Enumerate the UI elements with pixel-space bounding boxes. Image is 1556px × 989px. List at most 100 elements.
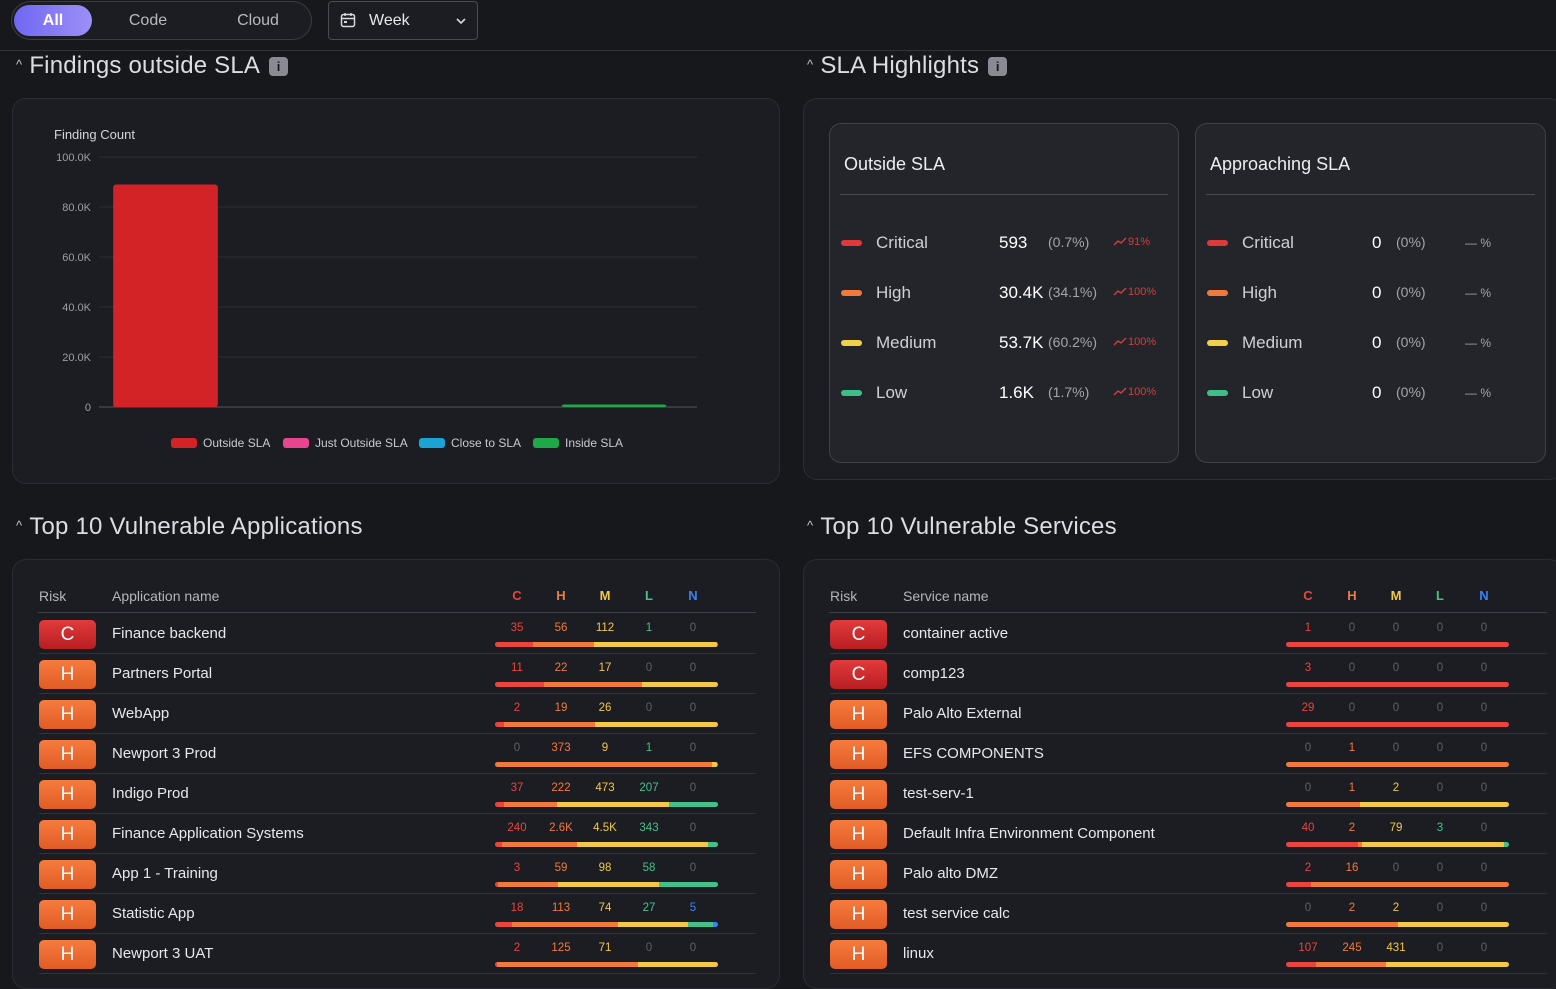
severity-label: Medium: [1242, 333, 1303, 352]
service-name[interactable]: Palo Alto External: [903, 705, 1022, 722]
chevron-up-icon: ^: [807, 518, 814, 533]
row-divider: [39, 853, 756, 854]
bar-segment-n: [713, 922, 718, 927]
application-row[interactable]: H Newport 3 UAT 2 125 71 0 0: [39, 934, 756, 974]
application-row[interactable]: H Partners Portal 11 22 17 0 0: [39, 654, 756, 694]
application-name[interactable]: Newport 3 Prod: [112, 745, 217, 762]
application-name[interactable]: App 1 - Training: [112, 865, 218, 882]
count-c: 35: [510, 622, 524, 634]
info-icon[interactable]: i: [988, 57, 1008, 76]
segment-code[interactable]: Code: [128, 12, 168, 29]
service-name[interactable]: container active: [903, 625, 1009, 642]
col-header-n[interactable]: N: [1479, 588, 1489, 603]
row-divider: [830, 853, 1547, 854]
service-name[interactable]: comp123: [903, 665, 965, 682]
col-header-h[interactable]: H: [1347, 588, 1357, 603]
count-n: 0: [689, 742, 697, 754]
application-name[interactable]: Indigo Prod: [112, 785, 189, 802]
count-l: 0: [645, 662, 653, 674]
bar-segment-m: [556, 802, 669, 807]
sla-count: 30.4K: [999, 283, 1044, 302]
bar-segment-h: [1286, 922, 1398, 927]
application-row[interactable]: H Statistic App 18 113 74 27 5: [39, 894, 756, 934]
section-services-title: Top 10 Vulnerable Services: [820, 513, 1117, 540]
segment-cloud[interactable]: Cloud: [237, 12, 279, 29]
col-header-l[interactable]: L: [645, 588, 653, 603]
col-header-l[interactable]: L: [1436, 588, 1444, 603]
application-row[interactable]: H WebApp 2 19 26 0 0: [39, 694, 756, 734]
application-name[interactable]: WebApp: [112, 705, 170, 722]
count-m: 473: [595, 782, 615, 794]
trend-up-indicator: 100%: [1113, 386, 1156, 398]
col-header-m[interactable]: M: [1390, 588, 1402, 603]
service-name[interactable]: test service calc: [903, 905, 1010, 922]
count-l: 0: [1436, 702, 1444, 714]
info-icon[interactable]: i: [269, 57, 289, 76]
service-name[interactable]: Palo alto DMZ: [903, 865, 999, 882]
application-name[interactable]: Statistic App: [112, 905, 195, 922]
legend-label[interactable]: Inside SLA: [565, 436, 623, 450]
sla-row-low: Low 1.6K (1.7%) 100%: [830, 381, 1178, 405]
application-row[interactable]: H App 1 - Training 3 59 98 58 0: [39, 854, 756, 894]
period-select[interactable]: Week: [328, 1, 478, 40]
count-n: 0: [1480, 942, 1488, 954]
col-header-n[interactable]: N: [688, 588, 698, 603]
col-header-m[interactable]: M: [599, 588, 611, 603]
application-row[interactable]: H Indigo Prod 37 222 473 207 0: [39, 774, 756, 814]
row-divider: [830, 693, 1547, 694]
count-h: 59: [554, 862, 568, 874]
section-apps-header[interactable]: ^ Top 10 Vulnerable Applications: [16, 513, 363, 541]
service-name[interactable]: linux: [903, 945, 934, 962]
service-name[interactable]: EFS COMPONENTS: [903, 745, 1044, 762]
col-header-c[interactable]: C: [1303, 588, 1313, 603]
bar-inside-sla[interactable]: [561, 404, 667, 408]
application-row[interactable]: H Newport 3 Prod 0 373 9 1 0: [39, 734, 756, 774]
application-name[interactable]: Finance Application Systems: [112, 825, 304, 842]
application-name[interactable]: Finance backend: [112, 625, 227, 642]
service-row[interactable]: H Palo alto DMZ 2 16 0 0 0: [830, 854, 1547, 894]
bar-outside-sla[interactable]: [113, 184, 218, 408]
application-name[interactable]: Partners Portal: [112, 665, 213, 682]
section-sla-header[interactable]: ^ SLA Highlights i: [807, 52, 1008, 80]
count-h: 2: [1348, 902, 1356, 914]
service-row[interactable]: H EFS COMPONENTS 0 1 0 0 0: [830, 734, 1547, 774]
application-name[interactable]: Newport 3 UAT: [112, 945, 214, 962]
severity-distribution-bar: [495, 962, 718, 967]
segment-all[interactable]: All: [14, 5, 92, 36]
count-h: 245: [1342, 942, 1362, 954]
count-h: 2: [1348, 822, 1356, 834]
service-row[interactable]: H Default Infra Environment Component 40 2 7…: [830, 814, 1547, 854]
bar-segment-m: [1360, 802, 1509, 807]
trend-up-indicator: 100%: [1113, 286, 1156, 298]
section-services-header[interactable]: ^ Top 10 Vulnerable Services: [807, 513, 1117, 541]
bar-segment-h: [497, 962, 639, 967]
y-tick-label: 20.0K: [62, 352, 91, 364]
legend-label[interactable]: Outside SLA: [203, 436, 270, 450]
service-row[interactable]: H Palo Alto External 29 0 0 0 0: [830, 694, 1547, 734]
application-row[interactable]: C Finance backend 35 56 112 1 0: [39, 614, 756, 654]
count-n: 0: [689, 942, 697, 954]
sla-count: 53.7K: [999, 333, 1044, 352]
count-m: 98: [598, 862, 612, 874]
service-name[interactable]: Default Infra Environment Component: [903, 825, 1155, 842]
legend-swatch: [419, 438, 445, 448]
severity-swatch: [1207, 290, 1228, 296]
trend-indicator: — %: [1465, 286, 1492, 300]
count-c: 0: [1304, 742, 1312, 754]
bar-segment-l: [658, 882, 718, 887]
count-c: 107: [1298, 942, 1318, 954]
legend-label[interactable]: Just Outside SLA: [315, 436, 408, 450]
application-row[interactable]: H Finance Application Systems 240 2.6K 4.5K 3…: [39, 814, 756, 854]
legend-label[interactable]: Close to SLA: [451, 436, 521, 450]
section-findings-header[interactable]: ^ Findings outside SLA i: [16, 52, 289, 80]
col-header-c[interactable]: C: [512, 588, 522, 603]
service-name[interactable]: test-serv-1: [903, 785, 974, 802]
risk-badge: C: [830, 620, 887, 649]
count-h: 16: [1345, 862, 1359, 874]
col-header-h[interactable]: H: [556, 588, 566, 603]
